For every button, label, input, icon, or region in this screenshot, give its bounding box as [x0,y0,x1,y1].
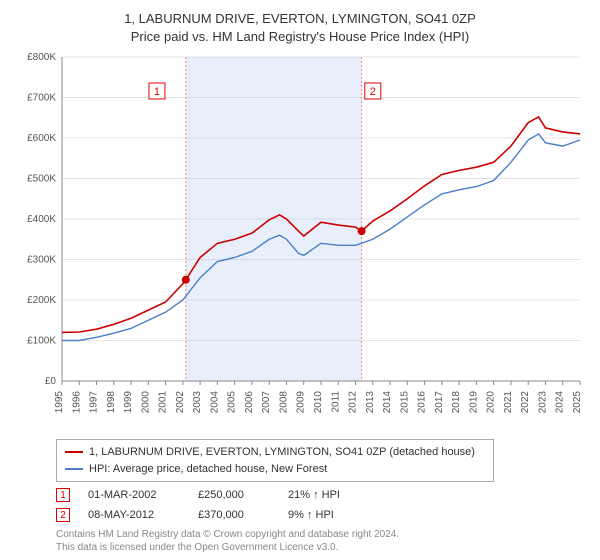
event-list: 1 01-MAR-2002 £250,000 21% ↑ HPI 2 08-MA… [56,488,586,522]
event-price-1: £250,000 [198,489,288,501]
svg-text:2003: 2003 [192,391,203,414]
legend-box: 1, LABURNUM DRIVE, EVERTON, LYMINGTON, S… [56,439,494,482]
title-line1: 1, LABURNUM DRIVE, EVERTON, LYMINGTON, S… [14,10,586,28]
chart-svg: £0 £100K £200K £300K £400K £500K £600K £700K £80… [14,51,586,431]
svg-text:2002: 2002 [175,391,186,414]
svg-text:2012: 2012 [348,391,359,414]
svg-text:£800K: £800K [27,52,56,63]
svg-text:£0: £0 [45,376,57,387]
svg-text:2005: 2005 [227,391,238,414]
svg-text:2017: 2017 [434,391,445,414]
title-line2: Price paid vs. HM Land Registry's House … [14,28,586,46]
svg-text:2023: 2023 [537,391,548,414]
svg-text:2025: 2025 [572,391,583,414]
svg-text:2009: 2009 [296,391,307,414]
footer-line1: Contains HM Land Registry data © Crown c… [56,528,586,541]
svg-text:2: 2 [370,86,376,98]
svg-text:2010: 2010 [313,391,324,414]
svg-text:1: 1 [154,86,160,98]
legend-row-1: 1, LABURNUM DRIVE, EVERTON, LYMINGTON, S… [65,444,485,461]
svg-text:2022: 2022 [520,391,531,414]
svg-text:2001: 2001 [158,391,169,414]
svg-text:2015: 2015 [399,391,410,414]
chart-title: 1, LABURNUM DRIVE, EVERTON, LYMINGTON, S… [14,10,586,45]
svg-text:1996: 1996 [71,391,82,414]
event-hpi-1: 21% ↑ HPI [288,489,378,501]
svg-text:2018: 2018 [451,391,462,414]
svg-text:2016: 2016 [417,391,428,414]
svg-text:£100K: £100K [27,336,56,347]
chart-area: £0 £100K £200K £300K £400K £500K £600K £700K £80… [14,51,586,431]
svg-text:2004: 2004 [209,391,220,414]
svg-text:£700K: £700K [27,93,56,104]
svg-text:£200K: £200K [27,295,56,306]
event-date-1: 01-MAR-2002 [88,489,198,501]
footer-line2: This data is licensed under the Open Gov… [56,541,586,554]
svg-text:1998: 1998 [106,391,117,414]
footer-note: Contains HM Land Registry data © Crown c… [56,528,586,554]
svg-text:2024: 2024 [555,391,566,414]
event-date-2: 08-MAY-2012 [88,509,198,521]
svg-text:2000: 2000 [140,391,151,414]
svg-text:£500K: £500K [27,174,56,185]
svg-text:2020: 2020 [486,391,497,414]
event-marker-2: 2 [56,508,70,522]
legend-swatch-2 [65,468,83,470]
legend-label-2: HPI: Average price, detached house, New … [89,461,327,478]
legend-swatch-1 [65,451,83,453]
svg-text:2006: 2006 [244,391,255,414]
svg-text:2008: 2008 [278,391,289,414]
event-price-2: £370,000 [198,509,288,521]
svg-text:£400K: £400K [27,214,56,225]
legend-row-2: HPI: Average price, detached house, New … [65,461,485,478]
svg-text:1997: 1997 [89,391,100,414]
svg-text:2021: 2021 [503,391,514,414]
svg-text:2013: 2013 [365,391,376,414]
chart-container: 1, LABURNUM DRIVE, EVERTON, LYMINGTON, S… [0,0,600,560]
legend-label-1: 1, LABURNUM DRIVE, EVERTON, LYMINGTON, S… [89,444,475,461]
svg-text:2014: 2014 [382,391,393,414]
event-hpi-2: 9% ↑ HPI [288,509,378,521]
event-marker-1: 1 [56,488,70,502]
svg-text:2007: 2007 [261,391,272,414]
event-row-1: 1 01-MAR-2002 £250,000 21% ↑ HPI [56,488,586,502]
event-row-2: 2 08-MAY-2012 £370,000 9% ↑ HPI [56,508,586,522]
svg-text:2019: 2019 [468,391,479,414]
svg-text:1999: 1999 [123,391,134,414]
svg-text:£600K: £600K [27,133,56,144]
svg-text:2011: 2011 [330,391,341,413]
svg-text:1995: 1995 [54,391,65,414]
svg-text:£300K: £300K [27,255,56,266]
